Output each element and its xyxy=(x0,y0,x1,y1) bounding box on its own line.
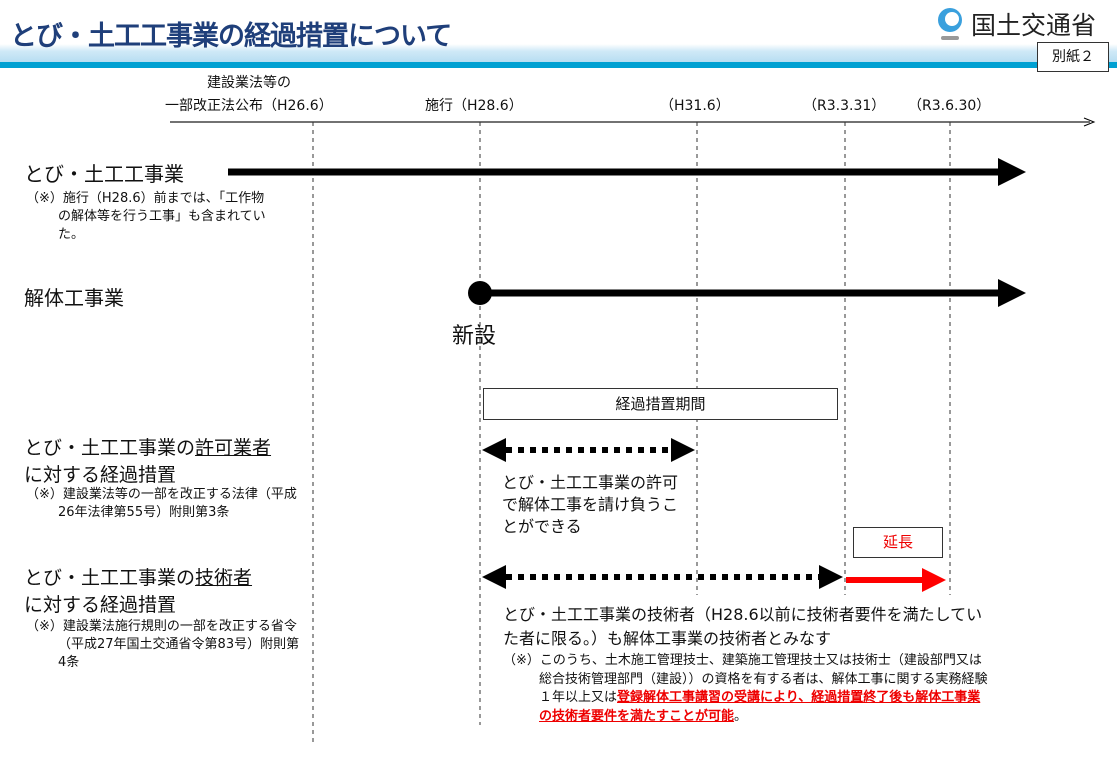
tick-label-h26: 一部改正法公布（H26.6） xyxy=(165,98,333,114)
permit-title-underlined: 許可業者 xyxy=(195,437,272,459)
permit-title-a: とび・土工工事業の xyxy=(24,437,196,459)
mlit-logo-icon xyxy=(938,8,962,40)
tobi-title: とび・土工工事業 xyxy=(24,162,184,186)
tick-label-h31: （H31.6） xyxy=(660,98,730,114)
tick-label-r3-3: （R3.3.31） xyxy=(803,98,886,114)
page-title: とび・土工工事業の経過措置について xyxy=(10,21,452,52)
permit-title-b: に対する経過措置 xyxy=(24,464,177,486)
engineer-title-a: とび・土工工事業の xyxy=(24,567,196,589)
extension-box: 延長 xyxy=(853,527,943,558)
transition-period-box: 経過措置期間 xyxy=(483,388,838,420)
sub-note-end: 。 xyxy=(734,708,748,724)
sub-note-text: （※）このうち、土木施工管理技士、建築施工管理技士又は技術士（建設部門又は総合技… xyxy=(503,653,988,705)
engineer-title: とび・土工工事業の技術者 に対する経過措置 xyxy=(24,563,252,617)
ministry-name: 国土交通省 xyxy=(971,11,1097,40)
permit-title: とび・土工工事業の許可業者 に対する経過措置 xyxy=(24,433,271,487)
engineer-sub-note: （※）このうち、土木施工管理技士、建築施工管理技士又は技術士（建設部門又は総合技… xyxy=(503,652,991,726)
permit-note: （※）建設業法等の一部を改正する法律（平成26年法律第55号）附則第3条 xyxy=(26,487,297,520)
attachment-label: 別紙２ xyxy=(1037,42,1109,72)
sub-note-highlight: 登録解体工事講習の受講により、経過措置終了後も解体工事業の技術者要件を満たすこと… xyxy=(539,690,981,724)
ministry-logo: 国土交通省 xyxy=(935,6,1096,42)
header-bar xyxy=(0,62,1117,68)
header-band xyxy=(0,44,1117,62)
permit-description: とび・土工工事業の許可で解体工事を請け負うことができる xyxy=(502,473,679,536)
engineer-title-b: に対する経過措置 xyxy=(24,594,177,616)
engineer-description: とび・土工工事業の技術者（H28.6以前に技術者要件を満たしていた者に限る。）も… xyxy=(503,605,983,648)
new-label: 新設 xyxy=(452,324,497,349)
tick-label-h28: 施行（H28.6） xyxy=(425,98,523,114)
engineer-note: （※）建設業法施行規則の一部を改正する省令（平成27年国土交通省令第83号）附則… xyxy=(26,619,300,670)
tick-label-h26-line1: 建設業法等の xyxy=(207,75,291,91)
tick-label-r3-6: （R3.6.30） xyxy=(908,98,991,114)
engineer-title-underlined: 技術者 xyxy=(195,567,253,589)
tobi-note: （※）施行（H28.6）前までは、「工作物の解体等を行う工事」も含まれていた。 xyxy=(26,191,266,242)
kaitai-title: 解体工事業 xyxy=(24,286,124,310)
